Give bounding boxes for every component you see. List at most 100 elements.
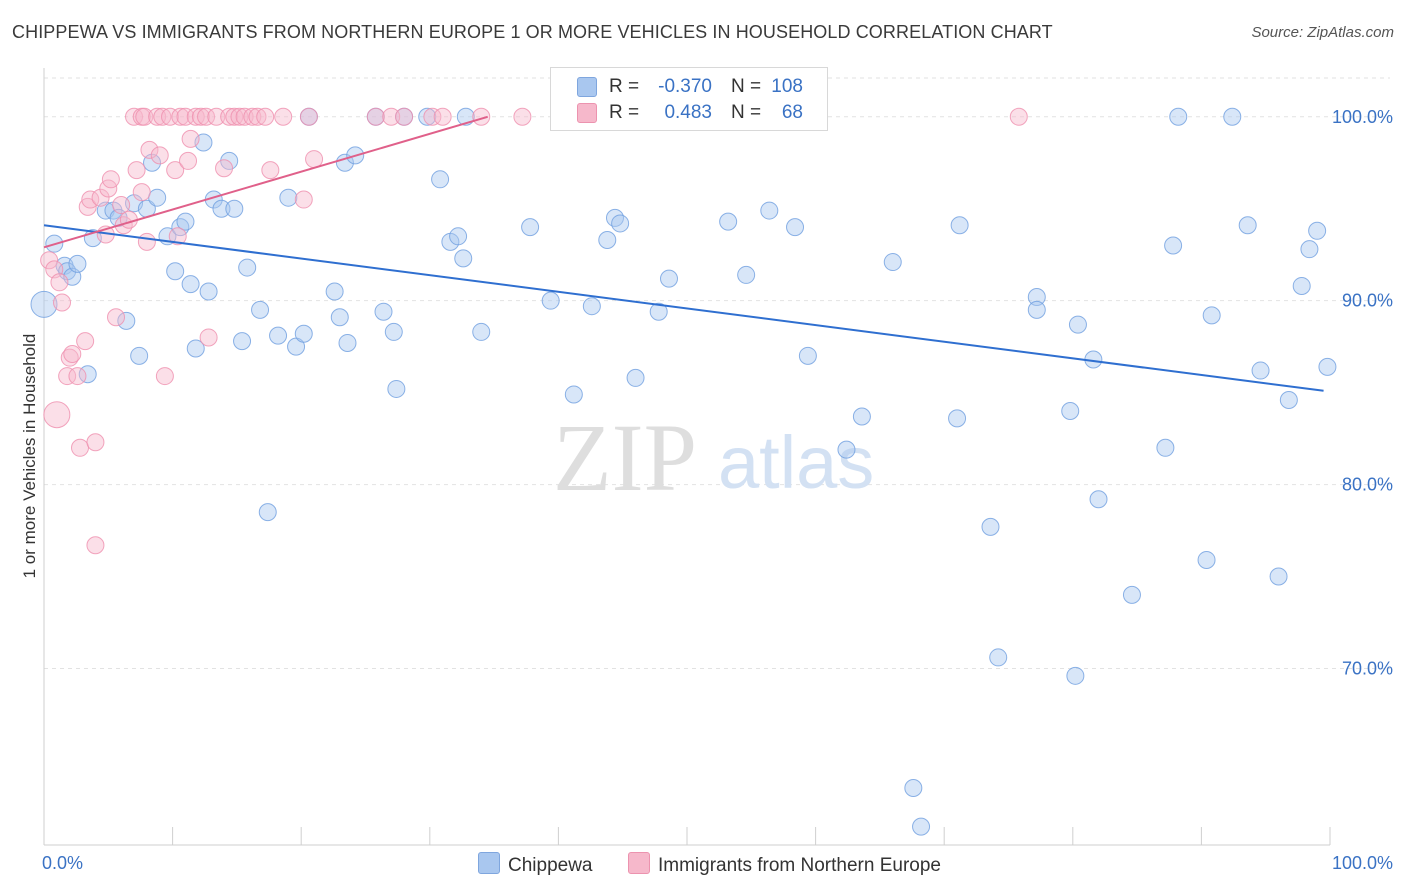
- legend-swatch-immigrants: [628, 852, 650, 874]
- chippewa-point: [912, 817, 931, 836]
- immigrants-point: [132, 183, 151, 202]
- watermark-zip: ZIP: [553, 404, 697, 511]
- chippewa-point: [719, 212, 738, 231]
- immigrants-point: [199, 328, 218, 347]
- chippewa-point: [384, 322, 403, 341]
- chippewa-point: [1164, 236, 1183, 255]
- immigrants-point: [230, 107, 249, 126]
- immigrants-point: [114, 216, 133, 235]
- immigrants-point: [207, 107, 226, 126]
- chippewa-trend-line: [43, 224, 1324, 392]
- immigrants-point: [137, 232, 156, 251]
- immigrants-point: [153, 107, 172, 126]
- immigrants-point: [215, 159, 234, 178]
- chippewa-point: [472, 322, 491, 341]
- legend-n-label: N =: [731, 102, 762, 123]
- chippewa-point: [737, 265, 756, 284]
- chippewa-point: [176, 212, 195, 231]
- immigrants-trend-line: [43, 115, 488, 249]
- chippewa-point: [431, 170, 450, 189]
- chippewa-point: [950, 216, 969, 235]
- immigrants-point: [86, 536, 105, 555]
- immigrants-point: [366, 107, 385, 126]
- immigrants-point: [294, 190, 313, 209]
- chippewa-point: [605, 208, 624, 227]
- chippewa-point: [148, 188, 167, 207]
- chippewa-point: [598, 230, 617, 249]
- legend-swatch-chippewa: [577, 77, 597, 97]
- chippewa-point: [837, 440, 856, 459]
- chippewa-point: [1308, 221, 1327, 240]
- legend-n-label: N =: [731, 76, 762, 97]
- chippewa-point: [181, 275, 200, 294]
- chippewa-point: [1202, 306, 1221, 325]
- immigrants-point: [382, 107, 401, 126]
- chippewa-point: [30, 290, 58, 318]
- immigrants-point: [166, 161, 185, 180]
- chippewa-point: [883, 253, 902, 272]
- chippewa-point: [1061, 402, 1080, 421]
- immigrants-point: [76, 332, 95, 351]
- immigrants-point: [101, 170, 120, 189]
- chippewa-point: [798, 346, 817, 365]
- immigrants-point: [197, 107, 216, 126]
- chippewa-point: [225, 199, 244, 218]
- chippewa-point: [1066, 666, 1085, 685]
- immigrants-point: [40, 251, 59, 270]
- correlation-legend: R = -0.370 N = 108 R = 0.483 N = 68: [550, 67, 828, 131]
- immigrants-point: [50, 273, 69, 292]
- chippewa-point: [981, 517, 1000, 536]
- chippewa-point: [1027, 287, 1046, 306]
- chippewa-point: [904, 778, 923, 797]
- chippewa-point: [948, 409, 967, 428]
- chippewa-point: [387, 379, 406, 398]
- immigrants-point: [58, 367, 77, 386]
- chippewa-point: [1318, 357, 1337, 376]
- legend-label-immigrants: Immigrants from Northern Europe: [658, 855, 941, 876]
- immigrants-point: [107, 308, 126, 327]
- legend-n-value: 68: [781, 102, 803, 123]
- chart-title: CHIPPEWA VS IMMIGRANTS FROM NORTHERN EUR…: [12, 22, 1053, 42]
- immigrants-point: [176, 107, 195, 126]
- immigrants-point: [261, 161, 280, 180]
- x-tick-label-max: 100.0%: [1332, 853, 1393, 873]
- legend-r-value: 0.483: [664, 102, 712, 123]
- chippewa-point: [1122, 585, 1141, 604]
- chippewa-point: [1169, 107, 1188, 126]
- chippewa-point: [1251, 361, 1270, 380]
- chippewa-point: [166, 262, 185, 281]
- legend-item-chippewa: Chippewa: [478, 852, 593, 877]
- immigrants-point: [155, 367, 174, 386]
- immigrants-point: [63, 345, 82, 364]
- chippewa-point: [1197, 550, 1216, 569]
- immigrants-point: [248, 107, 267, 126]
- chippewa-point: [1027, 300, 1046, 319]
- immigrants-point: [112, 196, 131, 215]
- chippewa-point: [117, 311, 136, 330]
- immigrants-point: [181, 129, 200, 148]
- immigrants-point: [86, 433, 105, 452]
- immigrants-point: [243, 107, 262, 126]
- chippewa-point: [251, 300, 270, 319]
- immigrants-point: [68, 367, 87, 386]
- immigrants-point: [135, 107, 154, 126]
- immigrants-point: [256, 107, 275, 126]
- chippewa-point: [212, 199, 231, 218]
- legend-r-value: -0.370: [658, 76, 712, 97]
- watermark-atlas: atlas: [718, 421, 874, 504]
- chippewa-point: [760, 201, 779, 220]
- chippewa-point: [294, 324, 313, 343]
- chippewa-point: [1089, 490, 1108, 509]
- chippewa-point: [541, 291, 560, 310]
- immigrants-point: [161, 107, 180, 126]
- immigrants-point: [433, 107, 452, 126]
- chippewa-point: [1269, 567, 1288, 586]
- chippewa-point: [1068, 315, 1087, 334]
- chippewa-point: [521, 218, 540, 237]
- chippewa-point: [786, 218, 805, 237]
- chippewa-point: [1238, 216, 1257, 235]
- immigrants-point: [513, 107, 532, 126]
- chippewa-point: [852, 407, 871, 426]
- chippewa-point: [186, 339, 205, 358]
